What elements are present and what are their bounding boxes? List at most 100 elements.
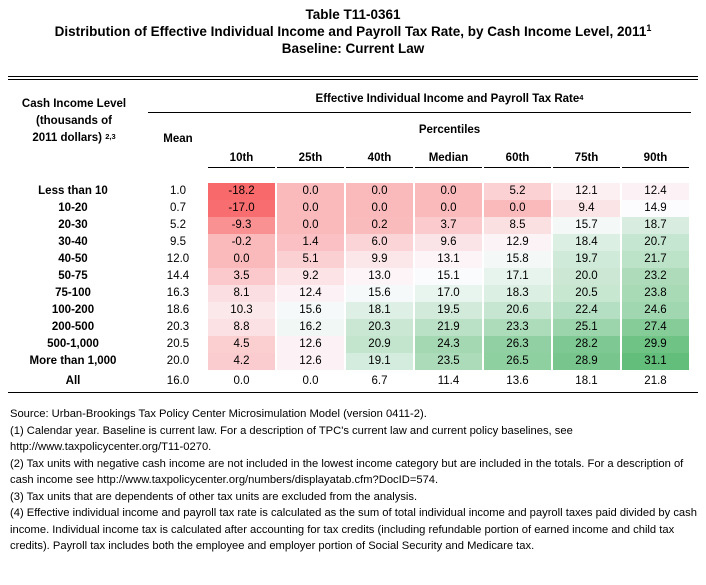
percentile-cell: 13.0 [346, 268, 413, 285]
row-label: 500-1,000 [47, 338, 99, 350]
percentile-cell: 5.1 [277, 251, 344, 268]
percentile-cell: 6.0 [346, 234, 413, 251]
column-underline [622, 167, 689, 168]
row-label-line-1: Cash Income Level [21, 98, 127, 110]
percentile-cell: 20.9 [346, 336, 413, 353]
percentile-cell: 9.9 [346, 251, 413, 268]
table-id: Table T11-0361 [305, 7, 401, 22]
note-2: (2) Tax units with negative cash income … [10, 457, 684, 487]
bottom-rule [8, 392, 698, 393]
row-label: All [65, 375, 81, 387]
column-header: 60th [505, 152, 530, 164]
percentile-cell: 17.0 [415, 285, 482, 302]
percentile-cell: 20.5 [553, 285, 620, 302]
percentile-cell: 12.4 [277, 285, 344, 302]
percentile-cell: 23.8 [622, 285, 689, 302]
mean-cell: 0.7 [170, 202, 186, 214]
column-underline [484, 167, 551, 168]
percentile-cell: 0.0 [233, 375, 250, 387]
percentiles-header: Percentiles [418, 124, 481, 136]
percentile-cell: 0.0 [415, 200, 482, 217]
percentile-cell: 23.5 [415, 353, 482, 370]
group-underline [148, 112, 691, 113]
percentile-cell: 20.3 [346, 319, 413, 336]
table-titles: Table T11-0361 Distribution of Effective… [0, 6, 706, 57]
percentile-cell: 18.7 [622, 217, 689, 234]
percentile-cell: 12.6 [277, 336, 344, 353]
percentile-cell: 0.2 [346, 217, 413, 234]
percentile-cell: -9.3 [208, 217, 275, 234]
column-header: Median [428, 152, 469, 164]
row-label: 40-50 [58, 253, 88, 265]
percentile-cell: 27.4 [622, 319, 689, 336]
percentile-cell: 21.7 [622, 251, 689, 268]
column-underline [277, 167, 344, 168]
note-4: (4) Effective individual income and payr… [10, 507, 697, 552]
column-underline [553, 167, 620, 168]
percentile-cell: 3.5 [208, 268, 275, 285]
row-label-footnote: 2,3 [105, 132, 116, 141]
percentile-cell: 11.4 [437, 375, 460, 387]
percentile-cell: 16.2 [277, 319, 344, 336]
percentile-cell: 0.0 [277, 200, 344, 217]
percentile-cell: -17.0 [208, 200, 275, 217]
percentile-cell: 8.5 [484, 217, 551, 234]
row-label: 10-20 [58, 202, 88, 214]
percentile-cell: 29.9 [622, 336, 689, 353]
group-header: Effective Individual Income and Payroll … [208, 91, 691, 108]
percentile-cell: 23.2 [622, 268, 689, 285]
note-3: (3) Tax units that are dependents of oth… [10, 490, 418, 503]
row-label-line-2: (thousands of [35, 115, 113, 127]
column-underline [208, 167, 275, 168]
mean-cell: 9.5 [170, 236, 186, 248]
percentile-cell: 10.3 [208, 302, 275, 319]
percentile-cell: 4.5 [208, 336, 275, 353]
mean-cell: 20.3 [166, 321, 190, 333]
percentile-cell: 9.4 [553, 200, 620, 217]
percentile-cell: 31.1 [622, 353, 689, 370]
percentile-cell: 17.1 [484, 268, 551, 285]
percentile-cell: 23.3 [484, 319, 551, 336]
percentile-cell: 12.4 [622, 183, 689, 200]
mean-cell: 1.0 [170, 185, 186, 197]
row-label: 30-40 [58, 236, 88, 248]
percentile-cell: 22.4 [553, 302, 620, 319]
percentile-cell: 21.8 [644, 375, 667, 387]
percentile-cell: 25.1 [553, 319, 620, 336]
percentile-cell: 0.0 [277, 183, 344, 200]
row-label: Less than 10 [38, 185, 108, 197]
percentile-cell: 0.0 [346, 183, 413, 200]
percentile-cell: 24.6 [622, 302, 689, 319]
group-footnote: 4 [579, 93, 584, 102]
percentile-cell: 20.0 [553, 268, 620, 285]
percentile-cell: 13.6 [506, 375, 529, 387]
mean-cell: 20.0 [166, 355, 190, 367]
percentile-cell: 0.0 [208, 251, 275, 268]
table-title: Distribution of Effective Individual Inc… [0, 23, 706, 40]
percentile-cell: 21.9 [415, 319, 482, 336]
mean-cell: 16.3 [166, 287, 190, 299]
percentile-cell: 28.2 [553, 336, 620, 353]
percentile-cell: 19.7 [553, 251, 620, 268]
percentile-cell: 4.2 [208, 353, 275, 370]
mean-cell: 16.0 [166, 375, 190, 387]
mean-cell: 14.4 [166, 270, 190, 282]
percentile-cell: 12.1 [553, 183, 620, 200]
percentile-cell: 1.4 [277, 234, 344, 251]
percentile-cell: 6.7 [371, 375, 388, 387]
percentile-cell: 14.9 [622, 200, 689, 217]
percentile-cell: 15.1 [415, 268, 482, 285]
percentile-cell: 9.6 [415, 234, 482, 251]
row-label: 20-30 [58, 219, 88, 231]
column-header: 75th [574, 152, 599, 164]
percentile-cell: 20.7 [622, 234, 689, 251]
percentile-cell: 0.0 [415, 183, 482, 200]
table-title-text: Distribution of Effective Individual Inc… [54, 24, 647, 39]
column-header: 90th [643, 152, 668, 164]
row-label: 200-500 [51, 321, 95, 333]
percentile-cell: 26.5 [484, 353, 551, 370]
percentile-cell: 18.3 [484, 285, 551, 302]
percentile-cell: 15.8 [484, 251, 551, 268]
column-header: 40th [367, 152, 392, 164]
row-label-line-3: 2011 dollars) 2,3 [10, 130, 138, 147]
